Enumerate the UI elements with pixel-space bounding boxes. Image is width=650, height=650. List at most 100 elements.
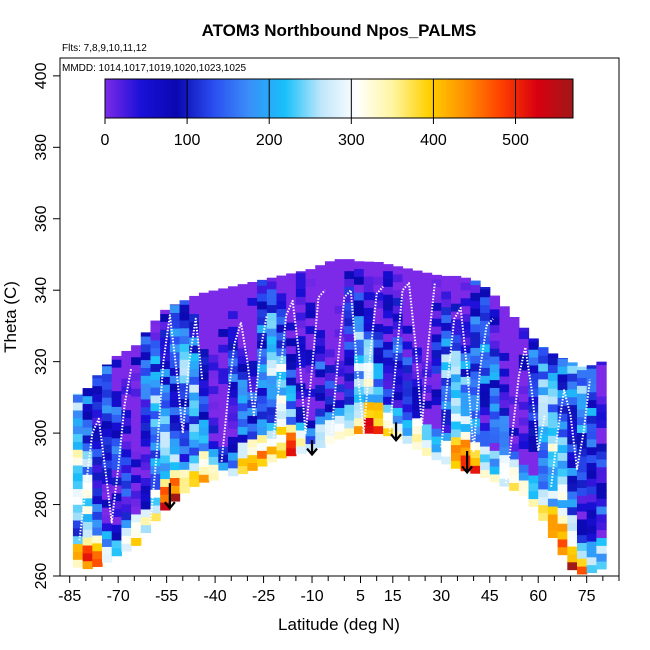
- heat-cell: [82, 560, 93, 570]
- heat-cell: [450, 452, 462, 461]
- heat-cell: [286, 439, 297, 449]
- heat-cell: [373, 261, 384, 270]
- heat-cell: [179, 335, 190, 345]
- heat-cell: [160, 313, 171, 322]
- heat-cell: [160, 360, 171, 370]
- heat-cell: [121, 535, 132, 544]
- heat-cell: [489, 371, 501, 381]
- heat-cell: [169, 304, 181, 313]
- heat-cell: [82, 505, 93, 515]
- heat-cell: [528, 435, 539, 445]
- heat-cell: [441, 369, 452, 378]
- heat-cell: [596, 403, 607, 413]
- colorbar: [104, 78, 574, 119]
- heat-cell: [441, 283, 452, 292]
- heat-cell: [596, 482, 607, 491]
- heat-cell: [557, 381, 568, 391]
- heat-cell: [576, 487, 588, 496]
- arrow-marker: [390, 422, 402, 442]
- heat-cell: [324, 309, 336, 318]
- heat-cell: [567, 490, 578, 500]
- heat-cell: [131, 521, 142, 531]
- heat-cell: [150, 355, 161, 365]
- heat-cell: [266, 438, 278, 447]
- heat-cell: [518, 487, 530, 497]
- heat-cell: [286, 329, 297, 339]
- heat-cell: [121, 433, 132, 442]
- heat-cell: [295, 437, 307, 447]
- heat-cell: [354, 347, 365, 356]
- heat-cell: [557, 475, 568, 485]
- heat-cell: [557, 373, 568, 383]
- heat-cell: [305, 357, 316, 366]
- heat-cell: [102, 467, 113, 477]
- heat-cell: [198, 356, 210, 365]
- heat-cell: [276, 402, 287, 412]
- heat-cell: [266, 390, 278, 400]
- heat-cell: [92, 464, 103, 473]
- heat-cell: [266, 383, 278, 392]
- heat-cell: [383, 325, 394, 335]
- heat-cell: [441, 298, 452, 308]
- heat-cell: [305, 270, 316, 280]
- heat-cell: [305, 396, 316, 405]
- heat-cell: [92, 401, 103, 410]
- heat-cell: [218, 399, 229, 408]
- heat-cell: [208, 409, 219, 418]
- heat-cell: [470, 394, 481, 403]
- heat-cell: [499, 344, 510, 353]
- heat-cell: [412, 386, 423, 395]
- heat-cell: [470, 292, 481, 301]
- x-tick-label: 75: [578, 588, 596, 605]
- heat-cell: [169, 414, 181, 423]
- heat-cell: [354, 307, 365, 317]
- heat-cell: [596, 513, 607, 523]
- heat-cell: [412, 409, 423, 419]
- heat-cell: [121, 354, 132, 363]
- heat-cell: [489, 308, 501, 318]
- heat-cell: [257, 293, 268, 302]
- heat-cell: [228, 404, 239, 414]
- heat-cell: [150, 394, 161, 404]
- heat-cell: [131, 529, 142, 539]
- heat-cell: [421, 353, 433, 362]
- heat-cell: [111, 445, 122, 455]
- heat-cell: [295, 343, 307, 352]
- heat-cell: [286, 361, 297, 370]
- heat-cell: [140, 469, 152, 479]
- heat-cell: [509, 427, 520, 436]
- heat-cell: [150, 324, 161, 333]
- heat-cell: [92, 375, 103, 379]
- heat-cell: [160, 423, 171, 432]
- heat-cell: [257, 387, 268, 396]
- heat-cell: [412, 299, 423, 309]
- heat-cell: [72, 417, 84, 427]
- heat-cell: [150, 426, 161, 435]
- heat-cell: [150, 402, 161, 412]
- heat-cell: [208, 464, 219, 473]
- heat-cell: [547, 380, 559, 389]
- heat-cell: [509, 443, 520, 452]
- heat-cell: [383, 301, 394, 311]
- heat-cell: [354, 315, 365, 325]
- heat-cell: [247, 344, 258, 353]
- heat-cell: [412, 331, 423, 340]
- heat-cell: [450, 413, 462, 422]
- heat-cell: [509, 356, 520, 366]
- heat-cell: [489, 434, 501, 443]
- heat-cell: [72, 504, 84, 513]
- heat-cell: [412, 291, 423, 301]
- heat-cell: [208, 306, 219, 316]
- heat-cell: [596, 380, 607, 389]
- heat-cell: [480, 398, 491, 408]
- heat-cell: [189, 352, 200, 362]
- heat-cell: [305, 412, 316, 421]
- heat-cell: [480, 422, 491, 431]
- heat-cell: [160, 439, 171, 448]
- heat-cell: [576, 495, 588, 504]
- heat-cell: [557, 499, 568, 509]
- heat-cell: [82, 427, 93, 436]
- heat-cell: [441, 306, 452, 316]
- heat-cell: [92, 393, 103, 402]
- heat-cell: [102, 428, 113, 437]
